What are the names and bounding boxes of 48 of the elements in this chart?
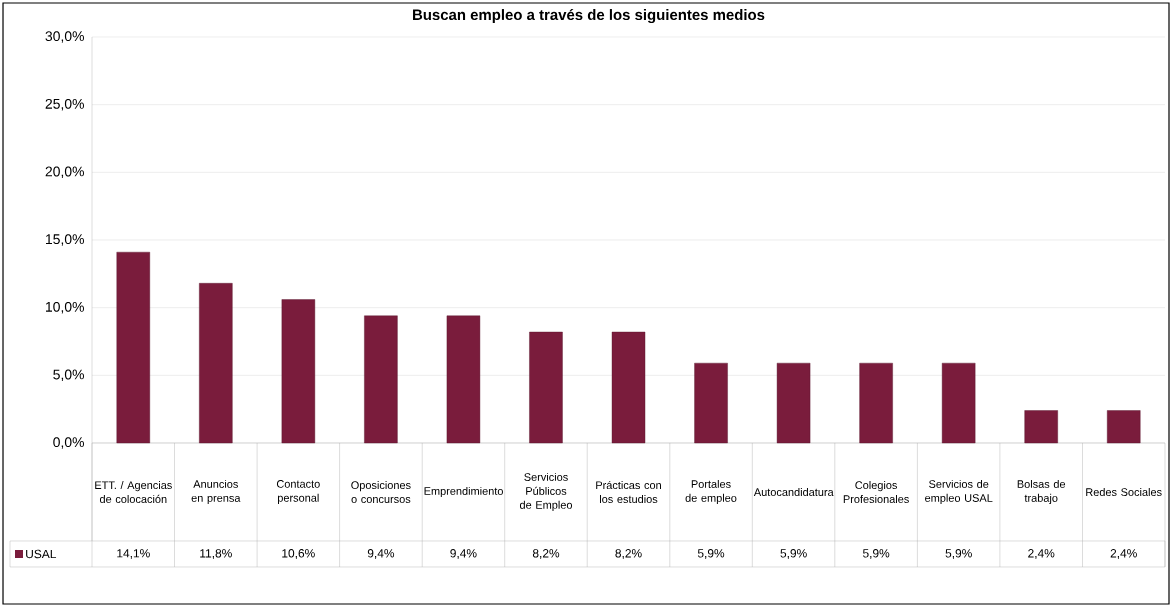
y-tick-label: 25,0% (45, 98, 84, 111)
x-tick-label: Anuncios en prensa (191, 479, 241, 505)
data-label: 14,1% (117, 549, 150, 559)
data-label: 2,4% (1110, 549, 1137, 559)
x-tick-label: Oposiciones o concursos (351, 480, 411, 503)
bar (1024, 410, 1058, 444)
x-tick-label: Redes Sociales (1086, 487, 1162, 497)
data-label: 9,4% (450, 549, 477, 559)
x-tick-label: Emprendimiento (424, 486, 503, 498)
bar (281, 299, 316, 444)
data-label: 5,9% (862, 549, 890, 559)
data-label: 9,4% (367, 549, 395, 559)
data-label: 10,6% (282, 549, 315, 559)
x-tick-label: ETT. / Agencias de colocación (95, 480, 172, 503)
bar (199, 283, 233, 444)
bar (116, 251, 150, 444)
y-tick-label: 30,0% (45, 31, 84, 43)
data-label: 5,9% (780, 549, 807, 559)
x-tick-label: Portales de empleo (685, 479, 737, 505)
bar (776, 362, 811, 444)
x-tick-label: Servicios de empleo USAL (925, 479, 993, 505)
bar (529, 331, 563, 444)
legend-label: USAL (26, 549, 57, 559)
y-tick-label: 20,0% (45, 166, 84, 179)
data-label: 5,9% (945, 549, 972, 559)
bar (611, 331, 646, 444)
bar (694, 362, 728, 444)
y-tick-label: 10,0% (46, 301, 84, 314)
bar (446, 315, 481, 444)
data-label: 2,4% (1028, 549, 1055, 559)
x-tick-label: Contacto personal (276, 480, 320, 504)
y-tick-label: 5,0% (53, 369, 84, 382)
data-label: 5,9% (697, 549, 725, 559)
y-tick-label: 0,0% (53, 437, 84, 449)
chart-title: Buscan empleo a través de los siguientes medios (413, 8, 765, 24)
bar (364, 315, 398, 444)
bar (859, 362, 893, 444)
bar (1107, 410, 1141, 444)
x-tick-label: Servicios Públicos de Empleo (519, 472, 573, 512)
x-tick-label: Autocandidatura (753, 487, 834, 497)
bar (941, 362, 976, 444)
x-tick-label: Prácticas con los estudios (596, 480, 661, 504)
data-label: 8,2% (615, 549, 642, 559)
data-label: 11,8% (200, 549, 232, 559)
x-tick-label: Colegios Profesionales (843, 480, 909, 503)
x-tick-label: Bolsas de trabajo (1017, 479, 1066, 505)
data-label: 8,2% (532, 549, 560, 559)
y-tick-label: 15,0% (46, 234, 84, 246)
